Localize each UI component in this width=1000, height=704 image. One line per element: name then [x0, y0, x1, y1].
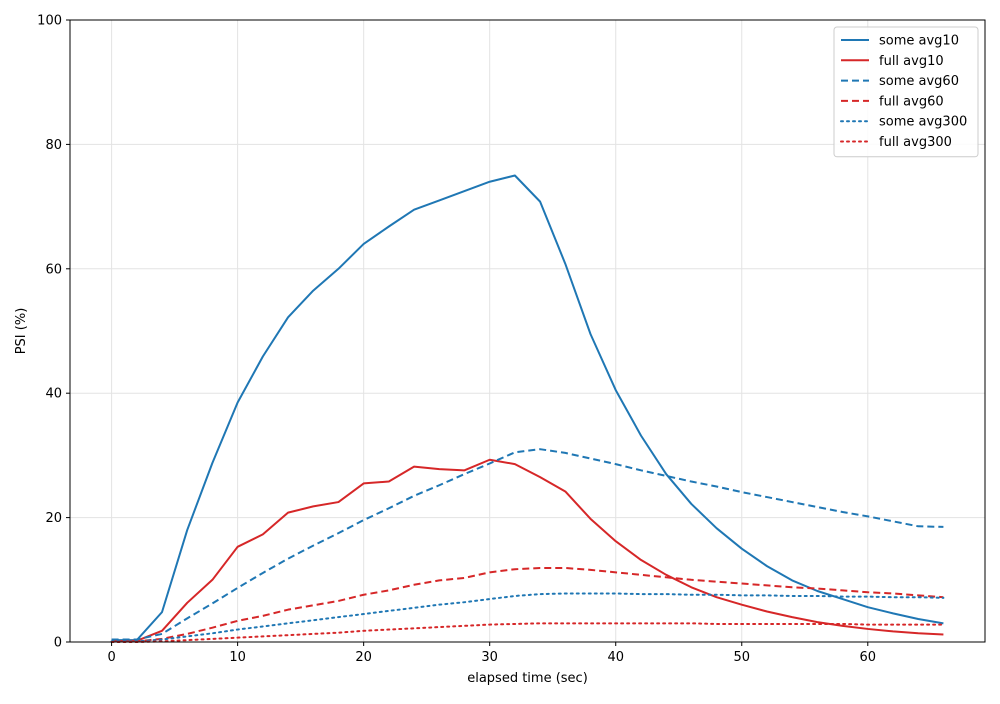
series-lines: [110, 174, 945, 643]
legend-label: some avg300: [879, 115, 967, 130]
legend-label: full avg10: [879, 54, 944, 69]
legend-label: some avg10: [879, 34, 959, 49]
x-tick-label: 0: [107, 650, 115, 665]
series-line-some-avg60: [111, 448, 944, 641]
x-axis-label: elapsed time (sec): [467, 671, 588, 686]
y-tick-label: 80: [45, 138, 62, 153]
y-tick-label: 40: [45, 387, 62, 402]
x-tick-label: 20: [355, 650, 372, 665]
legend-box: [833, 26, 979, 158]
series-line-some-avg300: [110, 592, 945, 643]
y-tick-label: 20: [45, 511, 62, 526]
y-tick-label: 60: [45, 262, 62, 277]
legend-label: full avg60: [879, 94, 944, 109]
y-tick-label: 100: [37, 14, 62, 29]
legend: some avg10 full avg10 some avg60 full avg60…: [833, 26, 979, 158]
x-tick-label: 10: [229, 650, 246, 665]
series-line-some-avg10: [111, 174, 944, 642]
series-line-full-avg300: [110, 622, 945, 643]
series-line-full-avg60: [111, 566, 944, 643]
x-tick-label: 50: [733, 650, 750, 665]
y-tick-label: 0: [54, 636, 62, 651]
plot-frame: [69, 19, 986, 643]
x-tick-label: 30: [481, 650, 498, 665]
axis-ticks: 0 10 20 30 40 50 60 0 20 40 60 80 100: [37, 14, 876, 666]
x-tick-label: 60: [860, 650, 877, 665]
x-tick-label: 40: [607, 650, 624, 665]
legend-label: some avg60: [879, 74, 959, 89]
y-axis-label: PSI (%): [14, 308, 29, 355]
legend-label: full avg300: [879, 135, 952, 150]
series-line-full-avg10: [111, 458, 944, 643]
